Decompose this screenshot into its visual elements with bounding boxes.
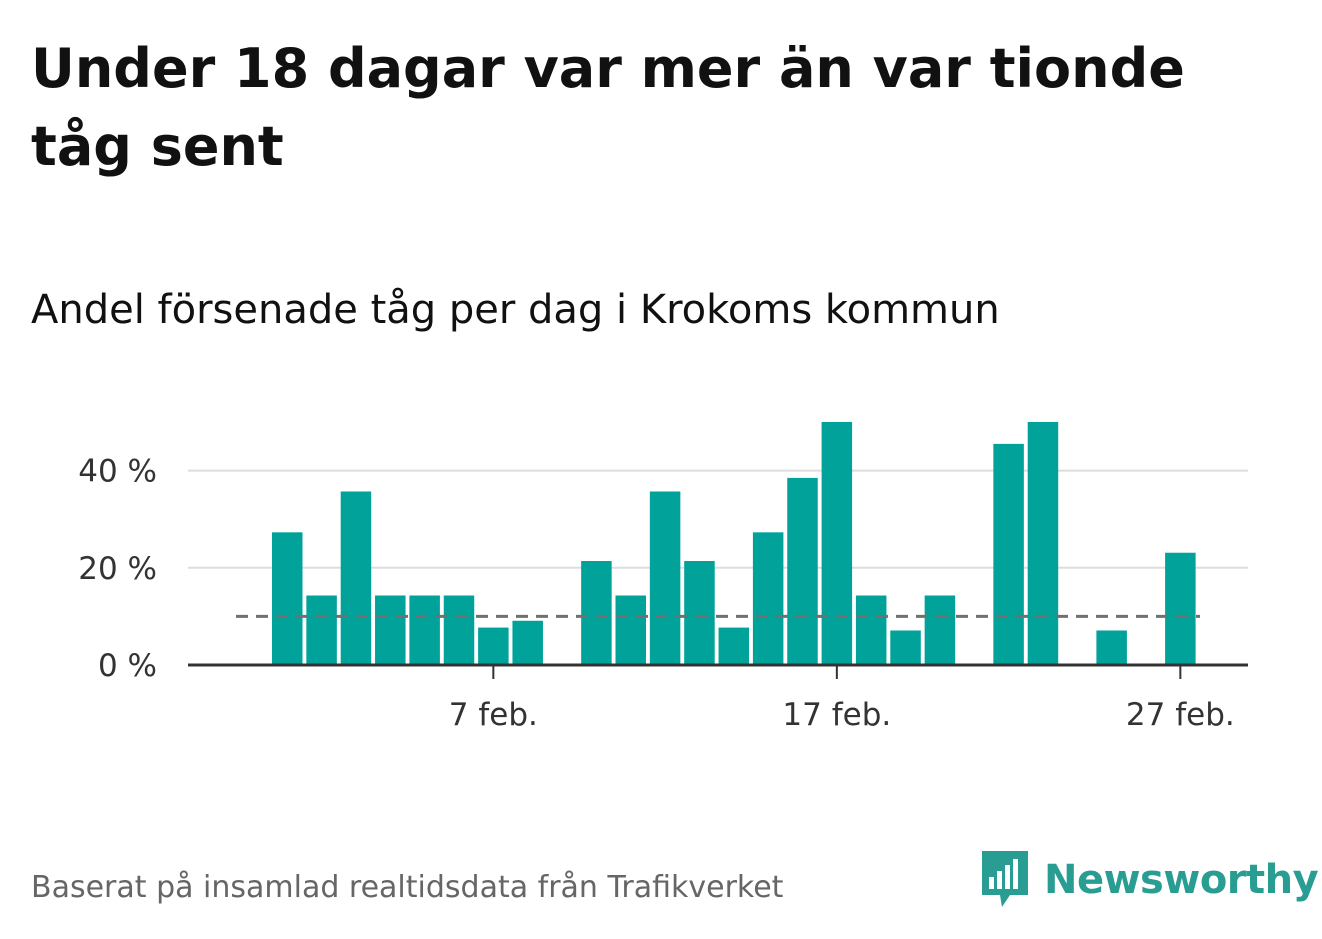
bar [924, 595, 956, 665]
bar [306, 595, 337, 665]
x-tick-label: 27 feb. [1126, 697, 1235, 733]
bar [787, 477, 818, 665]
bar [752, 532, 784, 665]
bar [1165, 552, 1196, 665]
bar [443, 595, 475, 665]
chart-title: Under 18 dagar var mer än var tionde tåg… [31, 37, 1185, 178]
brand-logo[interactable]: Newsworthy [980, 848, 1319, 912]
bar [718, 627, 750, 665]
y-tick-label: 20 % [78, 551, 157, 587]
bar [581, 560, 612, 665]
bar [375, 595, 406, 665]
bar [512, 620, 543, 665]
bar [821, 422, 853, 665]
brand-name: Newsworthy [1044, 857, 1319, 903]
y-tick-label: 40 % [78, 454, 157, 490]
x-tick-label: 17 feb. [782, 697, 891, 733]
bar [684, 560, 715, 665]
bar [649, 491, 681, 665]
source-note: Baserat på insamlad realtidsdata från Tr… [31, 870, 784, 905]
bar [478, 627, 509, 665]
bar [1027, 422, 1059, 665]
x-tick-label: 7 feb. [449, 697, 538, 733]
bar-chart: 0 % 20 % 40 % 7 feb. 17 feb. 27 feb. [78, 422, 1248, 733]
bar [993, 443, 1024, 665]
bars [272, 422, 1196, 665]
bar [409, 595, 440, 665]
axes: 0 % 20 % 40 % 7 feb. 17 feb. 27 feb. [78, 454, 1248, 733]
newsworthy-logo-icon [982, 851, 1028, 907]
chart-subtitle: Andel försenade tåg per dag i Krokoms ko… [31, 287, 1000, 333]
bar [1096, 630, 1127, 665]
bar [855, 595, 887, 665]
bar [272, 532, 303, 665]
bar [890, 630, 921, 665]
bar [340, 491, 372, 665]
y-tick-label: 0 % [98, 648, 157, 684]
bar [615, 595, 646, 665]
